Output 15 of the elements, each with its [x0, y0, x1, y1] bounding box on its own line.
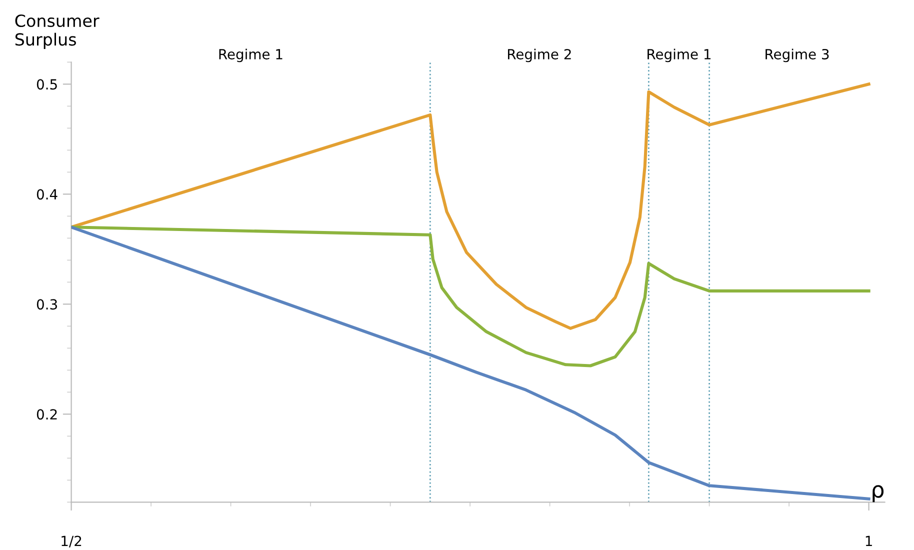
x-axis-title: ρ [872, 485, 884, 502]
annotation: Regime 3 [766, 48, 829, 62]
y-tick-label: 0.4 [36, 189, 58, 200]
line-series [71, 226, 870, 368]
y-tick-label: 0.2 [36, 409, 57, 420]
annotation: Regime 2 [508, 48, 571, 62]
y-tick-label: 0.3 [36, 299, 57, 310]
y-axis-title: Consumer Surplus [15, 14, 100, 49]
x-tick-label: 1 [866, 536, 872, 546]
y-tick-label: 0.5 [36, 79, 57, 90]
line-series [71, 82, 870, 330]
annotation: Regime 1 [219, 48, 282, 62]
x-tick-label: 1/2 [62, 536, 82, 548]
annotation: Regime 1 [648, 48, 710, 62]
line-series [71, 226, 870, 500]
